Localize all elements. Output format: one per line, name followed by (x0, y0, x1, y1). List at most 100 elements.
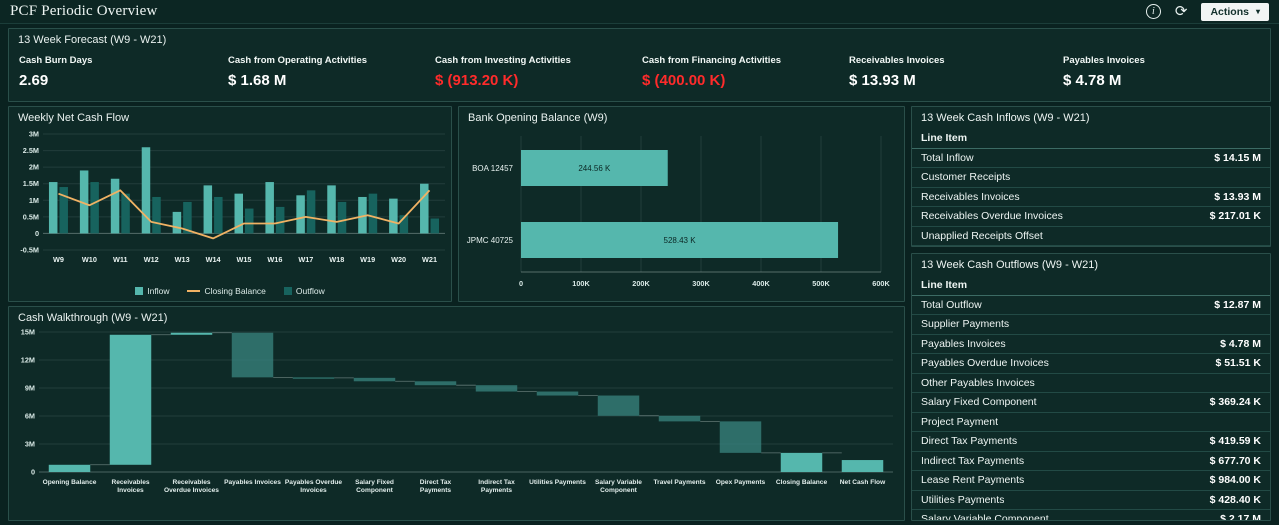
table-body: Total Outflow $ 12.87 M Supplier Payments P… (912, 296, 1270, 521)
inflow-bar[interactable] (172, 211, 182, 234)
page-title: PCF Periodic Overview (10, 3, 158, 19)
outflow-bar[interactable] (59, 187, 68, 234)
closing-balance-line[interactable] (58, 189, 431, 240)
table-row[interactable]: Unapplied Receipts Offset (912, 227, 1270, 246)
table-row[interactable]: Receivables Invoices $ 13.93 M (912, 188, 1270, 207)
legend-item-outflow[interactable]: Outflow (283, 286, 325, 296)
walkthrough-chart-title: Cash Walkthrough (W9 - W21) (18, 312, 168, 324)
weekly-net-cash-flow-panel: Weekly Net Cash Flow 3M 2.5M 2M 1.5M 1M 0.5M 0… (8, 106, 452, 302)
waterfall-category-label: Payables Overdue Invoices (284, 479, 343, 495)
table-row[interactable]: Project Payment (912, 413, 1270, 432)
x-tick-label: W20 (391, 255, 406, 264)
waterfall-bar[interactable] (780, 452, 823, 472)
inflow-bar[interactable] (296, 195, 305, 234)
table-row[interactable]: Utilities Payments $ 428.40 K (912, 491, 1270, 510)
info-icon[interactable]: i (1145, 4, 1161, 19)
kpi-card: Cash from Financing Activities $ (400.00 … (642, 55, 849, 89)
inflow-bar[interactable] (265, 182, 274, 234)
table-row[interactable]: Direct Tax Payments $ 419.59 K (912, 432, 1270, 452)
legend-item-inflow[interactable]: Inflow (135, 286, 169, 296)
kpi-card: Cash from Operating Activities $ 1.68 M (228, 55, 435, 89)
inflow-bar[interactable] (327, 185, 336, 234)
line-item-value: $ 2.17 M (1220, 513, 1261, 521)
outflow-bar[interactable] (90, 182, 99, 234)
outflow-bar[interactable] (306, 190, 316, 234)
table-row[interactable]: Total Inflow $ 14.15 M (912, 149, 1270, 168)
y-tick-label: 12M (21, 356, 35, 365)
inflow-bar[interactable] (358, 196, 367, 234)
waterfall-bar[interactable] (170, 332, 213, 335)
table-row[interactable]: Receivables Overdue Invoices $ 217.01 K (912, 207, 1270, 227)
inflow-bar[interactable] (79, 170, 89, 234)
table-row[interactable]: Supplier Payments (912, 315, 1270, 335)
kpi-value: $ 13.93 M (849, 72, 916, 89)
outflow-bar[interactable] (214, 196, 223, 234)
outflow-bar[interactable] (183, 201, 192, 234)
outflow-bar[interactable] (152, 196, 161, 234)
table-row[interactable]: Payables Overdue Invoices $ 51.51 K (912, 354, 1270, 374)
weekly-chart-title: Weekly Net Cash Flow (18, 112, 130, 124)
bar-value-label: 244.56 K (578, 164, 611, 173)
bank-balance-bar[interactable] (521, 150, 668, 186)
outflow-bar[interactable] (430, 218, 440, 234)
inflow-bar[interactable] (420, 183, 429, 234)
actions-button[interactable]: Actions ▾ (1201, 2, 1269, 21)
inflow-bar[interactable] (389, 198, 398, 234)
table-row[interactable]: Indirect Tax Payments $ 677.70 K (912, 452, 1270, 471)
header-actions: i ⟳ Actions ▾ (1145, 2, 1269, 21)
legend-item-closing-balance[interactable]: Closing Balance (187, 286, 266, 296)
outflow-bar[interactable] (245, 208, 254, 234)
x-tick-label: W14 (206, 255, 222, 264)
x-tick-label: 500K (812, 279, 830, 288)
table-row[interactable]: Customer Receipts (912, 168, 1270, 188)
inflow-bar[interactable] (141, 147, 151, 234)
table-row[interactable]: Total Outflow $ 12.87 M (912, 296, 1270, 315)
waterfall-bar[interactable] (231, 332, 274, 378)
table-row[interactable]: Other Payables Invoices (912, 374, 1270, 393)
legend-label: Closing Balance (204, 286, 266, 296)
line-item-label: Receivables Invoices (921, 190, 1020, 203)
inflow-bar[interactable] (234, 193, 244, 234)
line-item-label: Receivables Overdue Invoices (921, 210, 1063, 223)
waterfall-bar[interactable] (536, 391, 579, 396)
inflow-bar[interactable] (203, 185, 213, 234)
waterfall-bar[interactable] (658, 415, 701, 422)
waterfall-bar[interactable] (475, 385, 518, 392)
bank-balance-bar[interactable] (521, 222, 839, 258)
waterfall-category-label: Direct Tax Payments (419, 479, 452, 495)
refresh-icon[interactable]: ⟳ (1174, 3, 1188, 20)
outflow-bar[interactable] (368, 193, 378, 234)
table-row[interactable]: Payables Invoices $ 4.78 M (912, 335, 1270, 354)
weekly-net-cash-flow-chart: 3M 2.5M 2M 1.5M 1M 0.5M 0 -0.5M W9 W10 W11 W12 W13 W1… (20, 130, 445, 264)
waterfall-bar[interactable] (719, 421, 762, 453)
outflow-bar[interactable] (337, 201, 347, 234)
chevron-down-icon: ▾ (1255, 7, 1260, 16)
waterfall-bar[interactable] (292, 377, 335, 379)
waterfall-bar[interactable] (109, 334, 152, 465)
outflow-bar[interactable] (399, 215, 409, 234)
outflows-table-title: 13 Week Cash Outflows (W9 - W21) (921, 259, 1099, 271)
waterfall-bar[interactable] (841, 460, 884, 472)
waterfall-bar[interactable] (48, 464, 91, 472)
line-item-value: $ 13.93 M (1214, 190, 1261, 203)
inflow-bar[interactable] (110, 178, 120, 234)
x-tick-label: W19 (360, 255, 375, 264)
kpi-card: Payables Invoices $ 4.78 M (1063, 55, 1260, 89)
waterfall-bar[interactable] (597, 395, 640, 416)
line-item-label: Other Payables Invoices (921, 376, 1035, 389)
table-row[interactable]: Lease Rent Payments $ 984.00 K (912, 471, 1270, 491)
inflow-bar[interactable] (48, 182, 58, 234)
outflow-bar[interactable] (275, 206, 285, 234)
table-row[interactable]: Salary Variable Component $ 2.17 M (912, 510, 1270, 521)
actions-button-label: Actions (1210, 5, 1249, 18)
bank-opening-balance-panel: Bank Opening Balance (W9) 0 100K 200K 300K 4… (458, 106, 905, 302)
waterfall-bar[interactable] (414, 381, 457, 386)
line-item-value: $ 14.15 M (1214, 151, 1261, 164)
outflow-bar[interactable] (121, 193, 130, 234)
table-row[interactable]: Salary Fixed Component $ 369.24 K (912, 393, 1270, 413)
legend-label: Outflow (295, 286, 325, 296)
forecast-panel-title: 13 Week Forecast (W9 - W21) (18, 34, 167, 46)
legend-swatch-icon (187, 290, 201, 292)
waterfall-bar[interactable] (353, 377, 396, 382)
kpi-label: Cash Burn Days (19, 55, 93, 66)
